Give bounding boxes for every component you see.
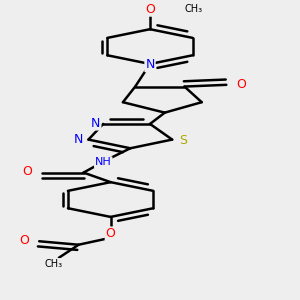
Text: N: N bbox=[145, 58, 155, 71]
Text: O: O bbox=[20, 234, 29, 247]
Text: O: O bbox=[106, 227, 116, 241]
Text: CH₃: CH₃ bbox=[184, 4, 202, 14]
Text: O: O bbox=[145, 3, 155, 16]
Text: N: N bbox=[91, 117, 101, 130]
Text: N: N bbox=[74, 133, 83, 146]
Text: NH: NH bbox=[95, 157, 112, 167]
Text: CH₃: CH₃ bbox=[45, 259, 63, 269]
Text: O: O bbox=[22, 165, 32, 178]
Text: O: O bbox=[236, 78, 246, 91]
Text: S: S bbox=[179, 134, 187, 147]
